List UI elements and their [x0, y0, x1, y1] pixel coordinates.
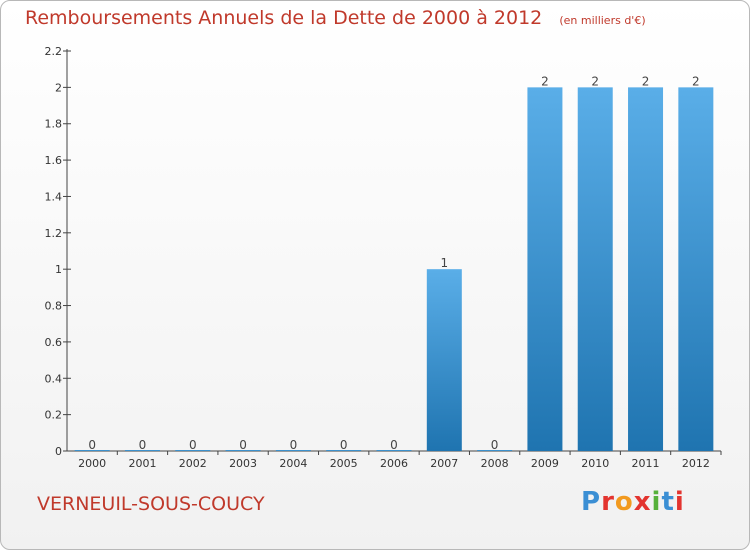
- data-label: 2: [591, 74, 599, 88]
- x-tick-label: 2000: [78, 457, 106, 470]
- chart-title-row: Remboursements Annuels de la Dette de 20…: [25, 7, 646, 29]
- logo-letter: i: [651, 487, 662, 517]
- bar: [577, 87, 613, 451]
- x-tick-label: 2011: [632, 457, 660, 470]
- y-tick-label: 1.8: [45, 118, 63, 131]
- y-tick-label: 0: [55, 445, 62, 458]
- logo-letter: r: [601, 487, 615, 517]
- x-tick-label: 2002: [179, 457, 207, 470]
- y-tick-label: 0.6: [45, 336, 63, 349]
- x-tick-label: 2004: [279, 457, 307, 470]
- x-tick-label: 2010: [581, 457, 609, 470]
- bar: [477, 450, 513, 451]
- data-label: 0: [189, 438, 197, 452]
- logo-letter: i: [674, 487, 685, 517]
- bar: [326, 450, 362, 451]
- x-tick-label: 2003: [229, 457, 257, 470]
- bar: [426, 269, 462, 451]
- y-tick-label: 2: [55, 81, 62, 94]
- y-tick-label: 0.4: [45, 372, 63, 385]
- bar: [678, 87, 714, 451]
- data-label: 2: [642, 74, 650, 88]
- y-tick-label: 0.2: [45, 409, 63, 422]
- y-tick-label: 0.8: [45, 300, 63, 313]
- labels: 2000 0 2001 0 2002 0 2003 0 2004 0 2005 0 2006 0 2007 1…: [78, 74, 710, 470]
- proxiti-logo: Proxiti: [581, 487, 685, 517]
- y-tick-label: 1.6: [45, 154, 63, 167]
- y-tick-label: 1.2: [45, 227, 63, 240]
- data-label: 0: [390, 438, 398, 452]
- logo-letter: t: [661, 487, 675, 517]
- data-label: 1: [440, 256, 448, 270]
- x-tick-label: 2012: [682, 457, 710, 470]
- x-tick-label: 2006: [380, 457, 408, 470]
- logo-letter: x: [633, 487, 652, 517]
- y-tick-label: 2.2: [45, 45, 63, 58]
- bar: [275, 450, 311, 451]
- x-tick-label: 2009: [531, 457, 559, 470]
- bar: [527, 87, 563, 451]
- commune-name: VERNEUIL-SOUS-COUCY: [37, 493, 265, 515]
- logo-letter: o: [614, 487, 634, 517]
- bar: [376, 450, 412, 451]
- bar: [225, 450, 261, 451]
- data-label: 0: [239, 438, 247, 452]
- y-tick-label: 1.4: [45, 190, 63, 203]
- y-tick-label: 1: [55, 263, 62, 276]
- axes: 0 0.2 0.4 0.6 0.8 1 1.2 1.4 1.6 1.8 2 2.2: [45, 45, 722, 458]
- x-tick-label: 2005: [330, 457, 358, 470]
- data-label: 0: [88, 438, 96, 452]
- bar: [74, 450, 110, 451]
- chart-unit-label: (en milliers d'€): [559, 14, 646, 27]
- chart-title: Remboursements Annuels de la Dette de 20…: [25, 7, 543, 29]
- data-label: 2: [692, 74, 700, 88]
- data-label: 2: [541, 74, 549, 88]
- data-label: 0: [340, 438, 348, 452]
- bar: [175, 450, 211, 451]
- data-label: 0: [290, 438, 298, 452]
- x-tick-label: 2007: [430, 457, 458, 470]
- data-label: 0: [491, 438, 499, 452]
- bar: [628, 87, 664, 451]
- data-label: 0: [139, 438, 147, 452]
- logo-letter: P: [581, 487, 602, 517]
- x-tick-label: 2001: [128, 457, 156, 470]
- bars: [74, 87, 714, 451]
- x-tick-label: 2008: [481, 457, 509, 470]
- bar: [124, 450, 160, 451]
